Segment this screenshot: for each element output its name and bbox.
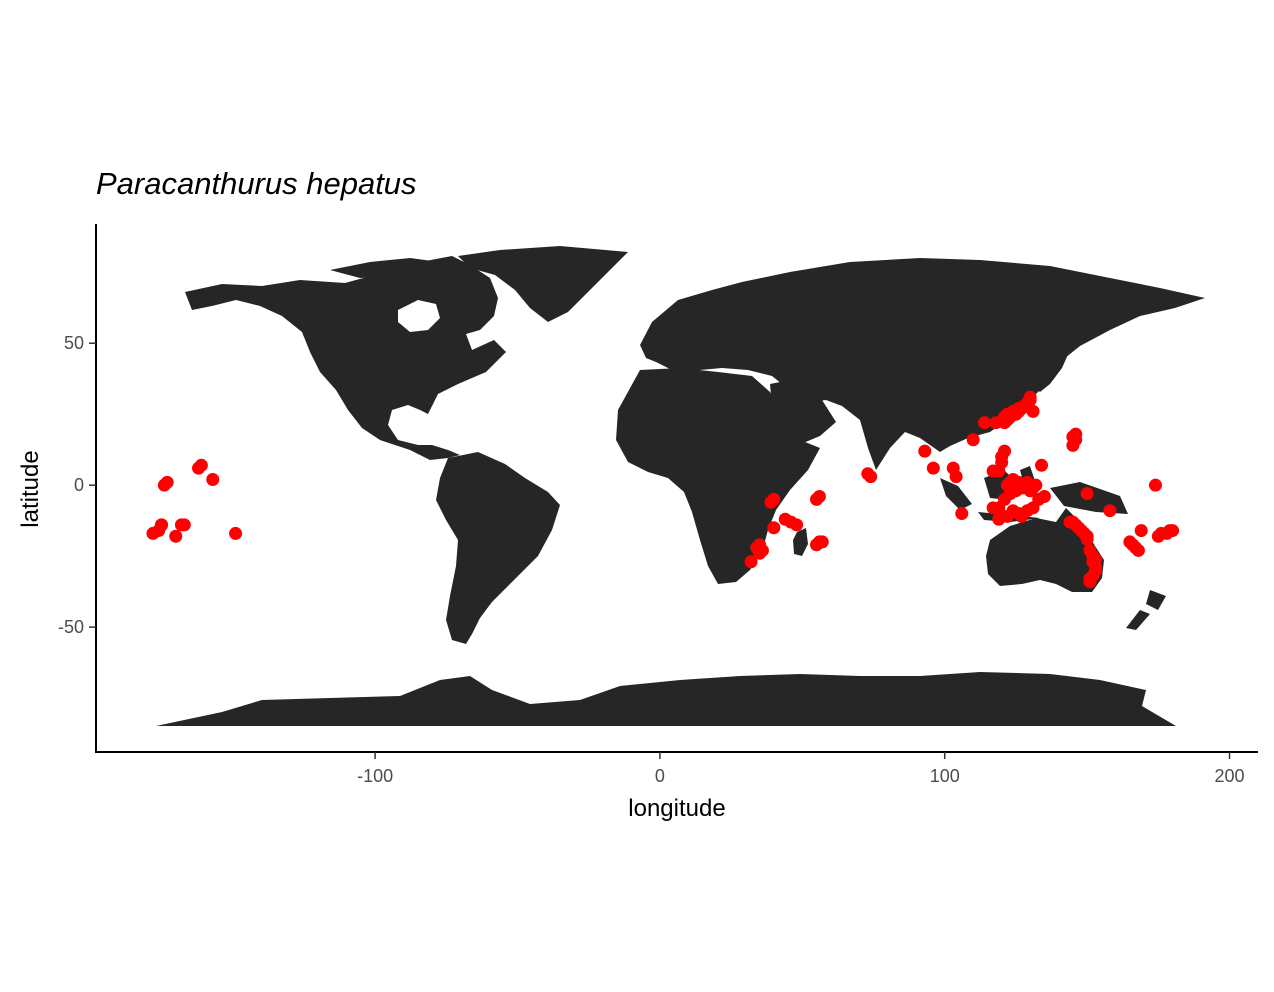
occurrence-point xyxy=(767,492,781,506)
occurrence-point xyxy=(1023,390,1037,404)
x-tick-label: -100 xyxy=(357,766,393,786)
occurrence-point xyxy=(1026,404,1040,418)
occurrence-point xyxy=(177,518,191,532)
hudson-bay xyxy=(398,300,440,332)
occurrence-point xyxy=(966,433,980,447)
land-south-america xyxy=(436,452,560,644)
x-tick-label: 0 xyxy=(655,766,665,786)
occurrence-point xyxy=(998,492,1012,506)
land-eurasia xyxy=(640,258,1205,470)
occurrence-point xyxy=(864,470,878,484)
y-axis-ticks: -50 0 50 xyxy=(58,333,96,637)
occurrence-point xyxy=(1080,532,1094,546)
occurrence-point xyxy=(926,461,940,475)
occurrence-point xyxy=(812,490,826,504)
axes: -100 0 100 200 -50 0 50 xyxy=(58,224,1258,786)
occurrence-point xyxy=(1037,490,1051,504)
occurrence-point xyxy=(1148,478,1162,492)
y-tick-label: -50 xyxy=(58,617,84,637)
occurrence-point xyxy=(1134,524,1148,538)
occurrence-point xyxy=(1083,575,1097,589)
y-axis-title: latitude xyxy=(17,450,44,527)
occurrence-point xyxy=(949,470,963,484)
y-tick-label: 50 xyxy=(64,333,84,353)
land-new-zealand xyxy=(1126,590,1166,630)
occurrence-point xyxy=(815,535,829,549)
occurrence-point xyxy=(998,444,1012,458)
land-greenland xyxy=(458,246,628,322)
y-tick-label: 0 xyxy=(74,475,84,495)
occurrence-point xyxy=(767,521,781,535)
occurrence-point xyxy=(978,416,992,430)
occurrence-point xyxy=(169,529,183,543)
occurrence-point xyxy=(1131,543,1145,557)
land-africa xyxy=(616,368,820,584)
land-north-america xyxy=(185,256,506,460)
occurrence-point xyxy=(155,518,169,532)
occurrence-point xyxy=(1035,458,1049,472)
occurrence-point xyxy=(755,543,769,557)
x-axis-title: longitude xyxy=(628,795,725,822)
occurrence-point xyxy=(1080,487,1094,501)
land-sumatra-borneo xyxy=(940,466,1128,522)
land-antarctica xyxy=(156,672,1176,726)
x-axis-ticks: -100 0 100 200 xyxy=(357,752,1245,786)
occurrence-point xyxy=(229,526,243,540)
occurrence-point xyxy=(955,507,969,521)
land-madagascar xyxy=(793,528,808,556)
land-japan xyxy=(1032,340,1070,392)
occurrence-point xyxy=(744,555,758,569)
x-tick-label: 200 xyxy=(1214,766,1244,786)
x-tick-label: 100 xyxy=(930,766,960,786)
occurrence-point xyxy=(1166,524,1180,538)
occurrence-points xyxy=(146,390,1180,589)
occurrence-point xyxy=(1069,433,1083,447)
occurrence-point xyxy=(1103,504,1117,518)
chart-title: Paracanthurus hepatus xyxy=(96,166,417,201)
world-landmass xyxy=(156,246,1205,726)
occurrence-point xyxy=(790,518,804,532)
occurrence-point xyxy=(918,444,932,458)
occurrence-point xyxy=(194,458,208,472)
occurrence-point xyxy=(206,472,220,486)
occurrence-point xyxy=(1029,478,1043,492)
occurrence-point xyxy=(160,475,174,489)
land-arctic-islands xyxy=(330,258,440,278)
